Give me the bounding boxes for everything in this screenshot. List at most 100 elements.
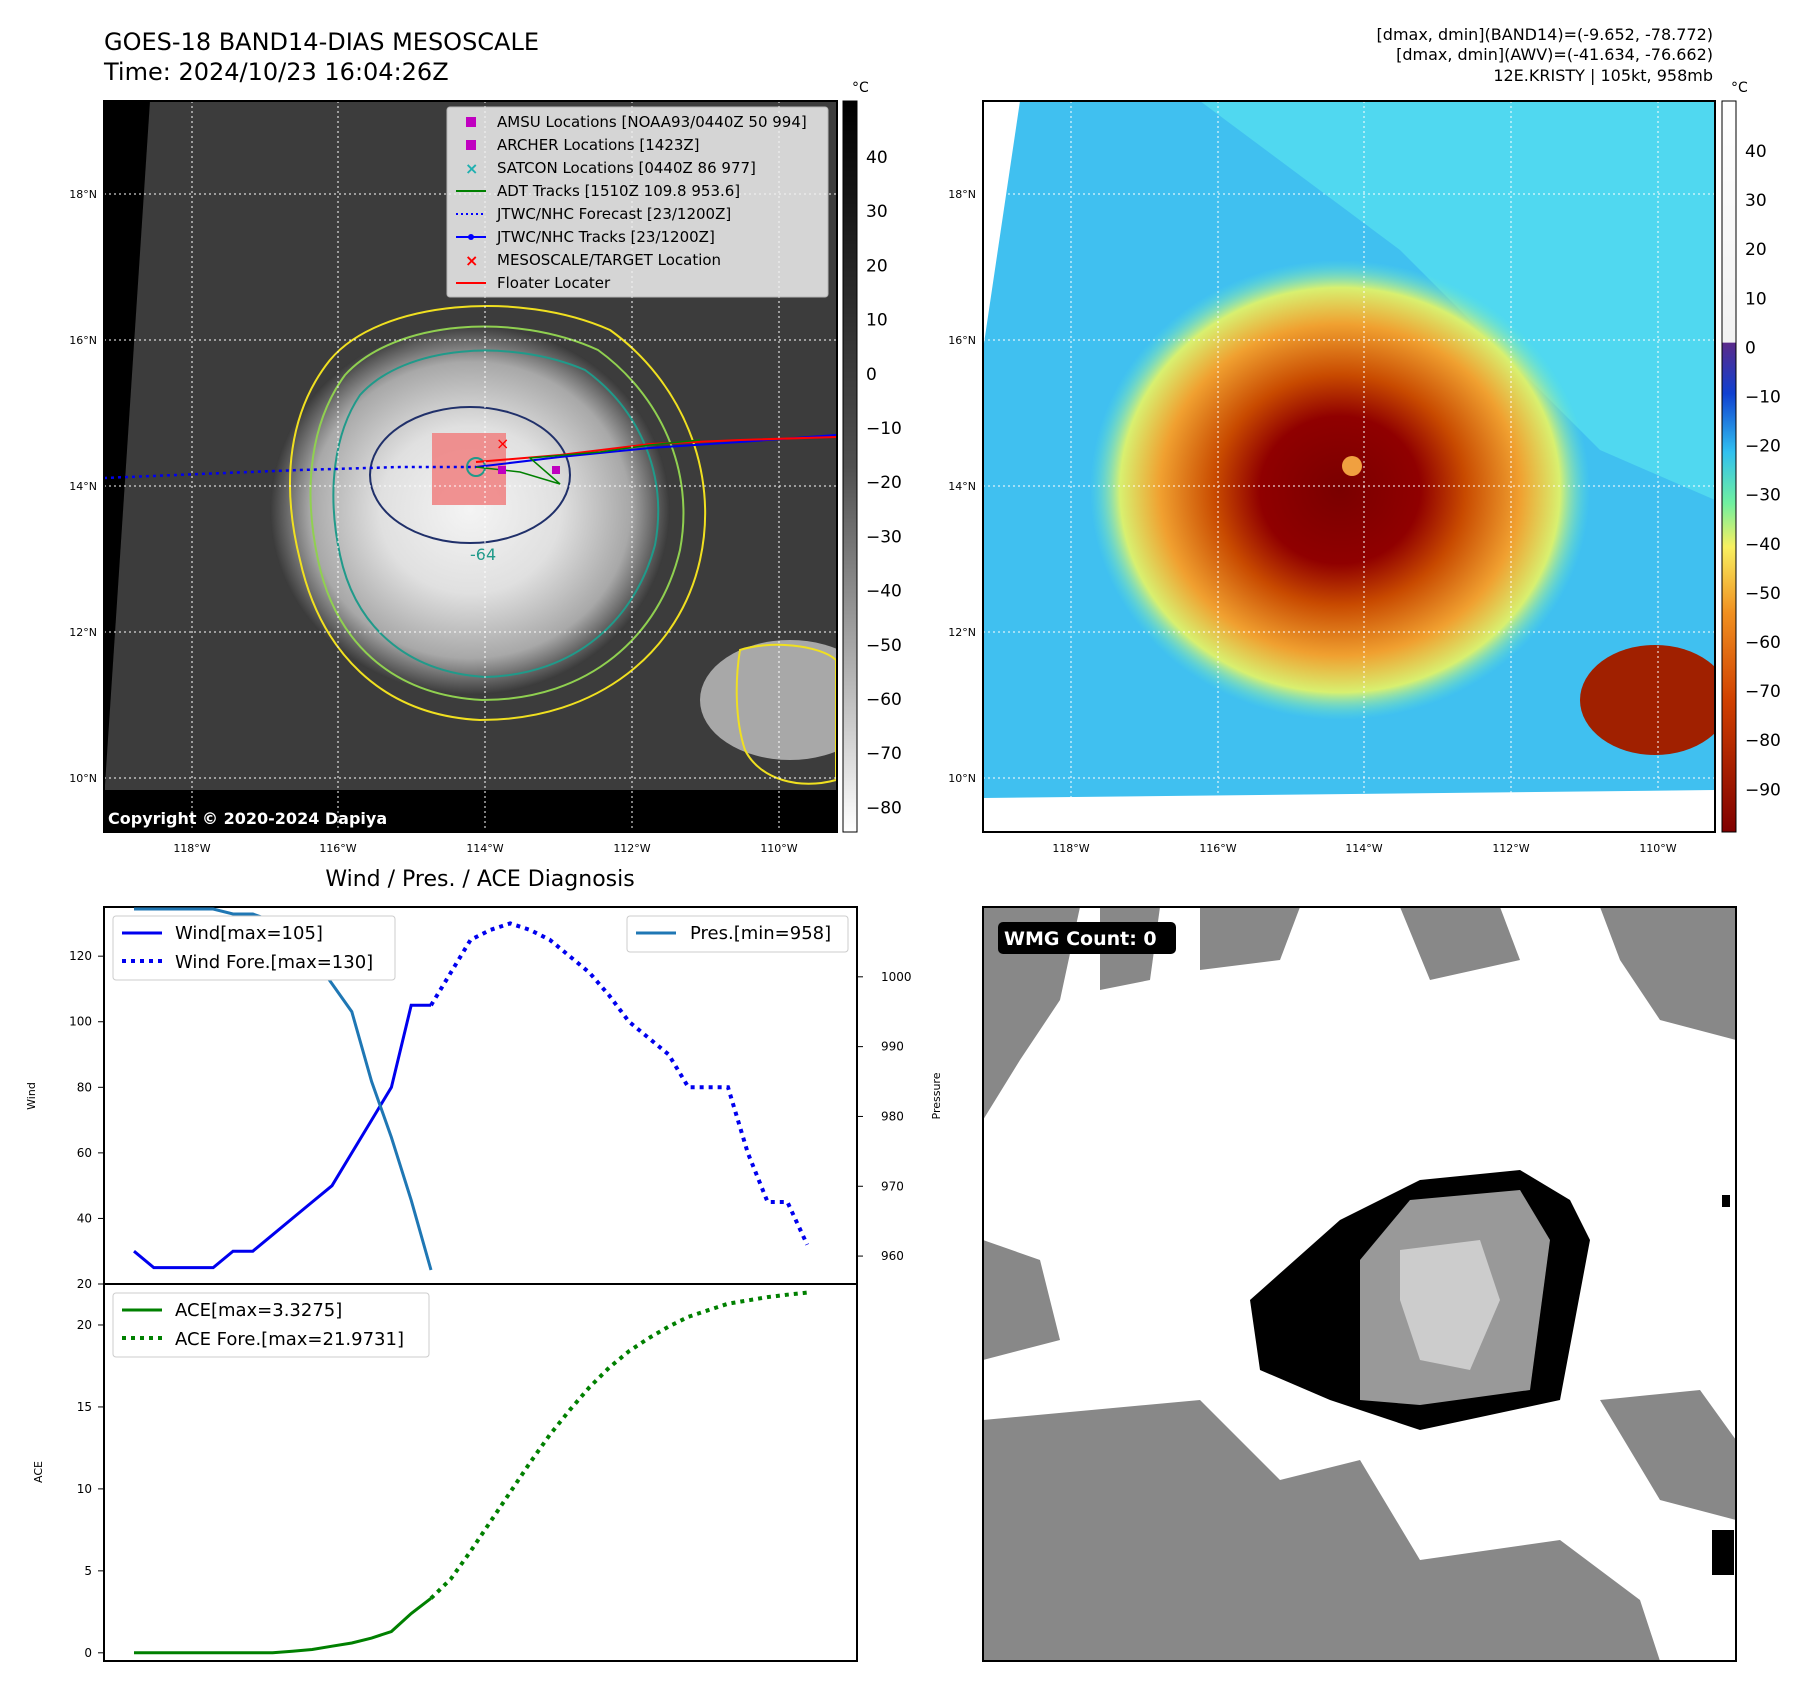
colorbar-right-tick: −70 xyxy=(1745,682,1781,702)
y2-tick-label: 1000 xyxy=(881,970,912,984)
colorbar-left-tick: 0 xyxy=(866,365,877,385)
ir-map-frame xyxy=(103,100,838,833)
wmg-gray-w xyxy=(983,1240,1060,1360)
amsu-marker xyxy=(552,466,560,474)
y-tick-label: 120 xyxy=(69,949,92,963)
contour-yellow xyxy=(289,305,707,722)
legend-box xyxy=(446,106,829,298)
colorbar-right-tick: −80 xyxy=(1745,731,1781,751)
lat-tick-label: 16°N xyxy=(69,334,97,347)
color-cell-se xyxy=(1580,645,1715,755)
colorbar-left-unit: °C xyxy=(852,80,869,96)
y2-tick-label: 970 xyxy=(881,1179,904,1193)
colorbar-right-tick: 10 xyxy=(1745,289,1767,309)
lon-tick-label: 116°W xyxy=(1199,842,1236,855)
colorbar-right-tick: −40 xyxy=(1745,535,1781,555)
color-eye xyxy=(1342,456,1362,476)
lon-tick-label: 110°W xyxy=(1639,842,1676,855)
contour-label: -64 xyxy=(470,545,496,564)
legend-label: Floater Locater xyxy=(497,274,611,292)
colorbar-left-tick: −50 xyxy=(866,636,902,656)
y-tick-label: 100 xyxy=(69,1015,92,1029)
wmg-black-e1 xyxy=(1722,1195,1730,1207)
diagnosis-title: Wind / Pres. / ACE Diagnosis xyxy=(325,867,634,892)
lon-tick-label: 114°W xyxy=(466,842,503,855)
lon-tick-label: 118°W xyxy=(173,842,210,855)
series-line-0 xyxy=(134,1597,432,1655)
y-tick-label: 40 xyxy=(77,1211,92,1225)
legend-label: AMSU Locations [NOAA93/0440Z 50 994] xyxy=(497,113,807,131)
pressure-ylabel: Pressure xyxy=(930,1072,943,1119)
colorbar-left-tick: −40 xyxy=(866,582,902,602)
colorbar-left-tick: −20 xyxy=(866,473,902,493)
y-tick-label: 10 xyxy=(77,1482,92,1496)
y-tick-label: 20 xyxy=(77,1318,92,1332)
legend-label: MESOSCALE/TARGET Location xyxy=(497,251,721,269)
colorbar-right-tick: −50 xyxy=(1745,584,1781,604)
legend-swatch: × xyxy=(465,251,478,270)
colorbar-right-tick: −60 xyxy=(1745,633,1781,653)
lat-tick-label: 18°N xyxy=(948,188,976,201)
figure-time: Time: 2024/10/23 16:04:26Z xyxy=(103,58,449,86)
storm-info: 12E.KRISTY | 105kt, 958mb xyxy=(1493,66,1713,85)
color-map-frame xyxy=(982,100,1716,833)
copyright: Copyright © 2020-2024 Dapiya xyxy=(108,809,387,828)
wmg-black-e2 xyxy=(1712,1530,1734,1575)
ace-legend-label: ACE[max=3.3275] xyxy=(175,1300,342,1321)
wmg-gray-ne xyxy=(1600,907,1736,1040)
contour-lightgreen xyxy=(309,325,685,702)
wmg-core xyxy=(1400,1240,1500,1370)
color-storm xyxy=(1090,260,1590,720)
legend-swatch xyxy=(466,117,476,127)
wind-legend-label: Wind[max=105] xyxy=(175,923,323,944)
lon-tick-label: 118°W xyxy=(1052,842,1089,855)
series-line-0 xyxy=(133,1003,431,1270)
wmg-gray-s xyxy=(983,1400,1660,1661)
colorbar-right: °C 40 30 20 10 0 −10 −20 −30 −40 −50 −60 −70 −80 −90 xyxy=(1721,80,1781,833)
contour-yellow-se xyxy=(735,643,837,785)
lat-tick-label: 12°N xyxy=(948,626,976,639)
wmg-gray-se xyxy=(1600,1390,1736,1520)
legend-label: ARCHER Locations [1423Z] xyxy=(497,136,700,154)
forecast-track xyxy=(104,465,476,480)
wmg-gray-n2 xyxy=(1200,907,1300,970)
legend-swatch-dot xyxy=(468,234,474,240)
pres-legend-box xyxy=(626,915,849,953)
legend: AMSU Locations [NOAA93/0440Z 50 994] ARCH… xyxy=(446,106,829,298)
colorbar-right-tick: −20 xyxy=(1745,437,1781,457)
target-marker: × xyxy=(496,434,509,453)
legend-label: SATCON Locations [0440Z 86 977] xyxy=(497,159,756,177)
colorbar-left-tick: 40 xyxy=(866,148,888,168)
wind-legend: Wind[max=105] Wind Fore.[max=130] Pres.[… xyxy=(112,915,849,981)
colorbar-right-tick: 30 xyxy=(1745,191,1767,211)
colorbar-left-tick: 10 xyxy=(866,311,888,331)
lon-tick-label: 110°W xyxy=(760,842,797,855)
y2-tick-label: 960 xyxy=(881,1249,904,1263)
ace-legend: ACE[max=3.3275] ACE Fore.[max=21.9731] xyxy=(112,1292,430,1358)
lat-tick-label: 10°N xyxy=(69,772,97,785)
lat-tick-label: 18°N xyxy=(69,188,97,201)
colorbar-right-tick: −90 xyxy=(1745,780,1781,800)
colorbar-left: °C 40 30 20 10 0 −10 −20 −30 −40 −50 −60 −70 −80 xyxy=(842,80,902,833)
ace-fore-legend-label: ACE Fore.[max=21.9731] xyxy=(175,1329,404,1350)
legend-swatch xyxy=(466,140,476,150)
colorbar-left-ramp xyxy=(842,100,858,833)
colorbar-left-tick: −10 xyxy=(866,419,902,439)
legend-label: JTWC/NHC Forecast [23/1200Z] xyxy=(496,205,731,223)
colorbar-left-tick: −80 xyxy=(866,798,902,818)
y-tick-label: 5 xyxy=(84,1564,92,1578)
colorbar-left-tick: 20 xyxy=(866,256,888,276)
lat-tick-label: 14°N xyxy=(69,480,97,493)
lon-tick-label: 116°W xyxy=(319,842,356,855)
wmg-count-badge xyxy=(998,922,1176,954)
wmg-gray-n3 xyxy=(1400,907,1520,980)
colorbar-right-unit: °C xyxy=(1731,80,1748,96)
contour-teal xyxy=(332,349,660,679)
colorbar-right-tick: 20 xyxy=(1745,240,1767,260)
wmg-count-label: WMG Count: 0 xyxy=(1004,928,1157,950)
wind-fore-legend-label: Wind Fore.[max=130] xyxy=(175,952,373,973)
colorbar-left-tick: −60 xyxy=(866,690,902,710)
colorbar-right-tick: −10 xyxy=(1745,388,1781,408)
wmg-gray-nw xyxy=(983,907,1080,1120)
